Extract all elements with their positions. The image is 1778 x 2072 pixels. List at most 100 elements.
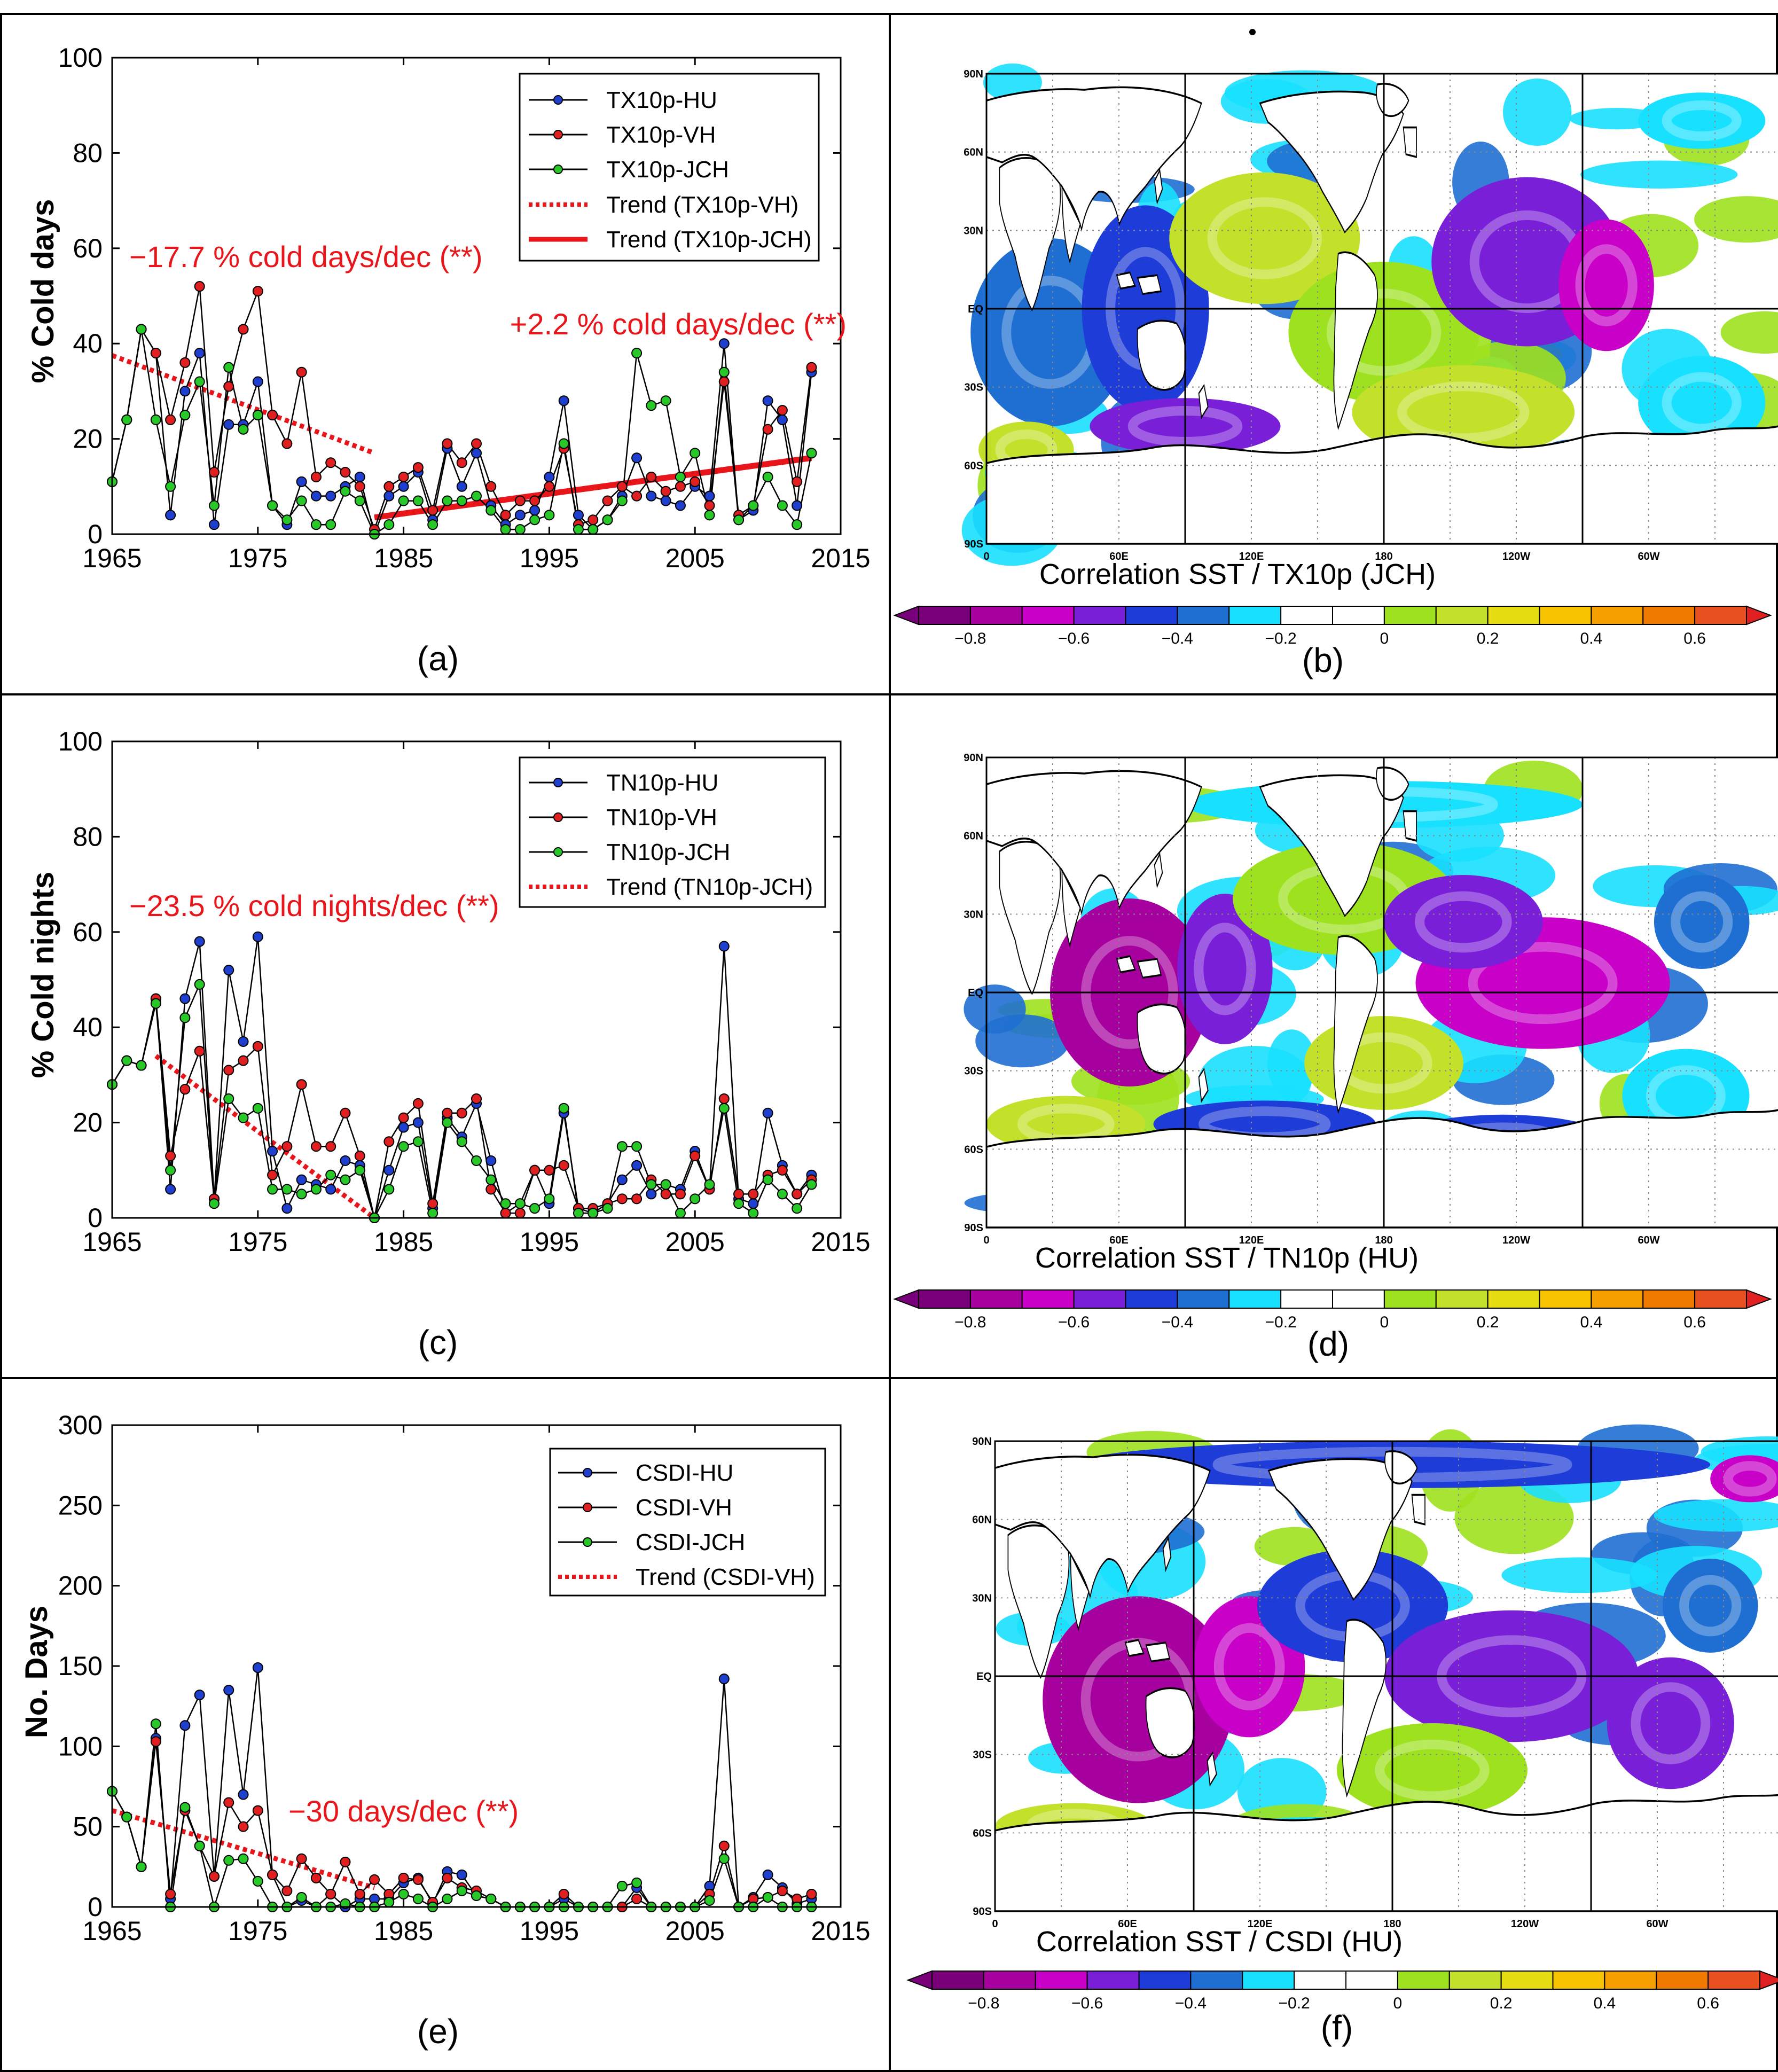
colorbar-segment: [1448, 1971, 1502, 1990]
colorbar-label: 0.6: [1697, 1995, 1719, 2012]
data-point: [383, 481, 395, 492]
series-c: [107, 931, 817, 1223]
series-e: [107, 1662, 817, 1912]
data-point: [792, 476, 803, 487]
colorbar-label: −0.6: [1058, 630, 1090, 647]
panel-label-b: (b): [1302, 641, 1344, 679]
xtick-label: 1965: [82, 1227, 142, 1257]
data-point: [281, 1885, 293, 1896]
data-point: [748, 500, 759, 511]
colorbar-segment: [1552, 1971, 1605, 1990]
data-point: [340, 1856, 351, 1867]
lat-tick-label: 60S: [964, 460, 983, 472]
data-point: [544, 481, 555, 492]
annotation-trend-e: −30 days/dec (**): [288, 1794, 519, 1828]
correlation-core: [1414, 891, 1512, 953]
data-point: [718, 941, 730, 952]
xtick-label: 2015: [811, 1227, 870, 1257]
legend-marker-vh-c: [553, 812, 563, 822]
colorbar-segment: [1035, 1971, 1088, 1990]
correlation-core: [1662, 372, 1742, 434]
data-point: [281, 514, 293, 526]
data-point: [412, 1098, 424, 1109]
xtick-label: 2005: [665, 1227, 725, 1257]
colorbar-label: 0.4: [1594, 1995, 1616, 2012]
colorbar-segment: [983, 1971, 1036, 1990]
ytick-label: 0: [88, 519, 103, 549]
legend-box-a: [519, 73, 820, 262]
data-point: [252, 1662, 263, 1674]
lon-tick-label: 60W: [1638, 1234, 1659, 1246]
xtick-label: 2005: [665, 1916, 725, 1946]
trends-e: [111, 1808, 375, 1890]
lon-tick-label: 0: [983, 551, 989, 562]
colorbar-segment: [1694, 606, 1747, 625]
lat-tick-label: 60N: [964, 147, 983, 159]
data-point: [646, 1179, 657, 1190]
data-point: [383, 1164, 395, 1176]
data-point: [646, 471, 657, 482]
correlation-core: [1001, 276, 1099, 389]
data-point: [412, 1117, 424, 1128]
data-point: [500, 1208, 511, 1219]
data-point: [456, 457, 467, 468]
colorbar-segment: [1177, 606, 1230, 625]
data-point: [325, 1888, 336, 1899]
data-point: [340, 1174, 351, 1185]
lon-tick-label: 180: [1383, 1918, 1401, 1930]
data-point: [267, 500, 278, 511]
data-point: [136, 324, 147, 335]
data-point: [675, 1208, 686, 1219]
colorbar-label: 0.4: [1580, 1313, 1603, 1331]
data-point: [238, 1036, 249, 1047]
data-point: [690, 476, 701, 487]
ytick-label: 150: [58, 1651, 103, 1681]
colorbar-segment: [918, 606, 971, 625]
data-point: [179, 1720, 191, 1731]
data-point: [179, 410, 191, 420]
data-point: [136, 1060, 147, 1071]
correlation-core: [1662, 100, 1742, 142]
data-point: [442, 495, 453, 506]
data-point: [165, 1888, 176, 1899]
colorbar-label: 0.6: [1683, 1313, 1706, 1331]
ylabel-a: % Cold days: [26, 199, 60, 384]
lon-tick-label: 60W: [1646, 1918, 1668, 1930]
data-point: [777, 500, 788, 511]
ytick-label: 0: [88, 1892, 103, 1922]
colorbar-arrow-left: [906, 1970, 933, 1990]
legend-label-jch-e: CSDI-JCH: [636, 1529, 745, 1555]
data-point: [485, 1893, 497, 1904]
map-frame: [994, 1440, 1778, 1912]
data-point: [500, 1198, 511, 1209]
data-point: [281, 438, 293, 449]
correlation-core: [1468, 942, 1618, 1025]
data-point: [718, 1840, 730, 1851]
colorbar-segment: [1435, 1289, 1489, 1309]
lat-tick-label: 30S: [964, 382, 983, 394]
data-point: [267, 1146, 278, 1157]
data-point: [238, 1789, 249, 1800]
data-point: [806, 1888, 817, 1899]
data-point: [354, 481, 365, 492]
lon-tick-label: 180: [1375, 551, 1392, 562]
data-point: [165, 1164, 176, 1176]
data-point: [631, 490, 643, 502]
lat-tick-label: EQ: [968, 303, 983, 315]
data-point: [690, 1151, 701, 1162]
colorbar-segment: [1383, 606, 1437, 625]
colorbar-label: −0.2: [1265, 630, 1297, 647]
data-point: [485, 505, 497, 516]
correlation-patch: [1694, 196, 1778, 243]
data-point: [660, 486, 671, 497]
lat-tick-label: 30N: [964, 909, 983, 920]
data-point: [631, 348, 643, 359]
data-point: [252, 931, 263, 942]
colorbar-segment: [1177, 1289, 1230, 1309]
data-point: [471, 1890, 482, 1901]
data-point: [267, 1869, 278, 1880]
colorbar-segment: [1435, 606, 1489, 625]
legend-label-trend-c: Trend (TN10p-JCH): [606, 874, 813, 900]
legend-marker-hu-c: [553, 778, 563, 787]
data-point: [616, 1141, 628, 1152]
